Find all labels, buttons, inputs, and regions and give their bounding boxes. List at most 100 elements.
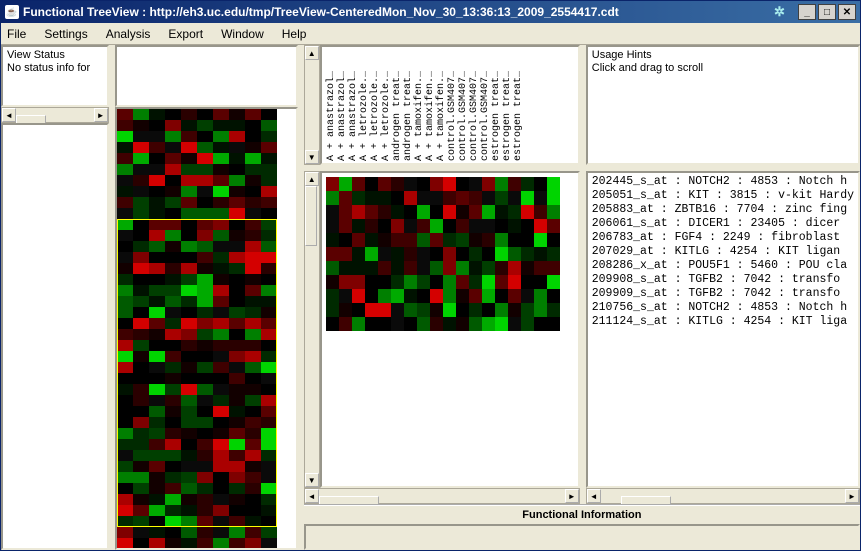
heatmap-cell[interactable] (181, 263, 197, 274)
heatmap-cell[interactable] (391, 177, 404, 191)
heatmap-cell[interactable] (261, 428, 277, 439)
heatmap-cell[interactable] (508, 177, 521, 191)
heatmap-cell[interactable] (149, 516, 165, 527)
menu-file[interactable]: File (7, 27, 26, 41)
heatmap-cell[interactable] (547, 289, 560, 303)
heatmap-cell[interactable] (261, 450, 277, 461)
column-label[interactable]: A + tamoxifen.… (436, 71, 447, 161)
scroll-down-button[interactable]: ▼ (305, 150, 319, 164)
heatmap-cell[interactable] (547, 317, 560, 331)
heatmap-cell[interactable] (456, 177, 469, 191)
heatmap-cell[interactable] (229, 516, 245, 527)
heatmap-cell[interactable] (213, 450, 229, 461)
heatmap-cell[interactable] (133, 153, 149, 164)
column-label[interactable]: A + anastrazol… (326, 71, 337, 161)
heatmap-cell[interactable] (245, 164, 261, 175)
heatmap-cell[interactable] (261, 340, 277, 351)
heatmap-cell[interactable] (391, 191, 404, 205)
heatmap-cell[interactable] (181, 450, 197, 461)
heatmap-cell[interactable] (149, 285, 165, 296)
heatmap-cell[interactable] (245, 417, 261, 428)
heatmap-cell[interactable] (261, 307, 277, 318)
heatmap-cell[interactable] (213, 164, 229, 175)
heatmap-cell[interactable] (521, 303, 534, 317)
heatmap-cell[interactable] (133, 274, 149, 285)
heatmap-cell[interactable] (181, 483, 197, 494)
heatmap-cell[interactable] (197, 417, 213, 428)
column-label[interactable]: A + letrozole.… (359, 71, 370, 161)
heatmap-cell[interactable] (197, 263, 213, 274)
heatmap-cell[interactable] (181, 274, 197, 285)
heatmap-cell[interactable] (469, 261, 482, 275)
heatmap-cell[interactable] (430, 191, 443, 205)
heatmap-cell[interactable] (443, 191, 456, 205)
heatmap-cell[interactable] (245, 219, 261, 230)
column-label[interactable]: control.GSM407… (480, 71, 491, 161)
heatmap-cell[interactable] (391, 303, 404, 317)
heatmap-cell[interactable] (213, 472, 229, 483)
heatmap-cell[interactable] (521, 233, 534, 247)
heatmap-cell[interactable] (197, 252, 213, 263)
heatmap-cell[interactable] (417, 261, 430, 275)
heatmap-cell[interactable] (378, 177, 391, 191)
heatmap-cell[interactable] (117, 241, 133, 252)
heatmap-cell[interactable] (149, 329, 165, 340)
gene-row[interactable]: 209909_s_at : TGFB2 : 7042 : transfo (592, 287, 854, 301)
heatmap-cell[interactable] (391, 261, 404, 275)
heatmap-cell[interactable] (213, 417, 229, 428)
heatmap-cell[interactable] (261, 274, 277, 285)
heatmap-cell[interactable] (117, 263, 133, 274)
heatmap-cell[interactable] (165, 153, 181, 164)
heatmap-cell[interactable] (133, 109, 149, 120)
heatmap-cell[interactable] (165, 274, 181, 285)
heatmap-cell[interactable] (404, 303, 417, 317)
heatmap-cell[interactable] (521, 219, 534, 233)
heatmap-cell[interactable] (547, 205, 560, 219)
heatmap-cell[interactable] (261, 230, 277, 241)
heatmap-cell[interactable] (261, 439, 277, 450)
heatmap-cell[interactable] (213, 219, 229, 230)
heatmap-cell[interactable] (469, 275, 482, 289)
heatmap-cell[interactable] (245, 538, 261, 549)
heatmap-cell[interactable] (417, 177, 430, 191)
heatmap-cell[interactable] (456, 219, 469, 233)
heatmap-cell[interactable] (165, 428, 181, 439)
heatmap-cell[interactable] (213, 197, 229, 208)
heatmap-cell[interactable] (149, 461, 165, 472)
heatmap-cell[interactable] (197, 296, 213, 307)
heatmap-cell[interactable] (245, 395, 261, 406)
heatmap-cell[interactable] (133, 285, 149, 296)
heatmap-cell[interactable] (213, 208, 229, 219)
heatmap-cell[interactable] (165, 219, 181, 230)
heatmap-cell[interactable] (430, 177, 443, 191)
heatmap-cell[interactable] (352, 303, 365, 317)
heatmap-cell[interactable] (261, 505, 277, 516)
heatmap-cell[interactable] (443, 247, 456, 261)
heatmap-cell[interactable] (117, 527, 133, 538)
heatmap-cell[interactable] (430, 233, 443, 247)
heatmap-cell[interactable] (165, 472, 181, 483)
heatmap-cell[interactable] (261, 208, 277, 219)
heatmap-cell[interactable] (197, 373, 213, 384)
heatmap-cell[interactable] (165, 164, 181, 175)
heatmap-cell[interactable] (404, 247, 417, 261)
heatmap-cell[interactable] (456, 317, 469, 331)
heatmap-cell[interactable] (197, 340, 213, 351)
heatmap-cell[interactable] (417, 317, 430, 331)
heatmap-cell[interactable] (365, 303, 378, 317)
heatmap-cell[interactable] (117, 428, 133, 439)
heatmap-cell[interactable] (149, 395, 165, 406)
heatmap-cell[interactable] (133, 219, 149, 230)
heatmap-cell[interactable] (469, 247, 482, 261)
heatmap-cell[interactable] (352, 261, 365, 275)
heatmap-cell[interactable] (326, 233, 339, 247)
heatmap-cell[interactable] (197, 164, 213, 175)
heatmap-cell[interactable] (149, 241, 165, 252)
heatmap-cell[interactable] (430, 275, 443, 289)
heatmap-cell[interactable] (378, 275, 391, 289)
heatmap-cell[interactable] (365, 317, 378, 331)
heatmap-cell[interactable] (229, 307, 245, 318)
titlebar[interactable]: ☕ Functional TreeView : http://eh3.uc.ed… (1, 1, 860, 23)
heatmap-cell[interactable] (534, 261, 547, 275)
heatmap-cell[interactable] (133, 252, 149, 263)
